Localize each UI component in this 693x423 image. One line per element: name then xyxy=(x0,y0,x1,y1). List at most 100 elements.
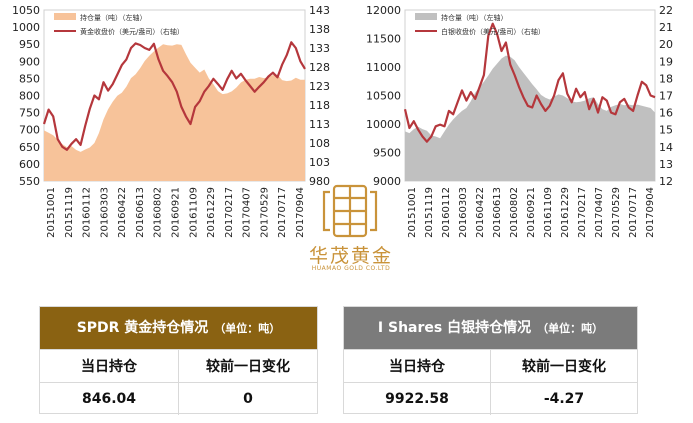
x-tick-label: 20160613 xyxy=(135,187,146,238)
legend-label: 白银收盘价（美元/盎司）（右轴） xyxy=(441,27,545,36)
x-tick-label: 20170217 xyxy=(577,187,588,238)
table-row: 当日持仓 较前一日变化 xyxy=(40,349,317,382)
x-tick-label: 20151001 xyxy=(407,187,418,238)
x-tick-label: 20170717 xyxy=(628,187,639,238)
x-tick-label: 20160613 xyxy=(492,187,503,238)
ishares-col-current: 当日持仓 xyxy=(389,359,445,375)
series-line xyxy=(42,41,306,151)
y-right-tick-label: 1230 xyxy=(309,80,330,93)
y-right-tick-label: 22 xyxy=(659,4,673,17)
legend-area-swatch xyxy=(415,13,437,20)
x-tick-label: 20170529 xyxy=(259,187,270,238)
y-right-tick-label: 980 xyxy=(309,175,330,188)
y-left-tick-label: 600 xyxy=(19,158,40,171)
y-right-tick-label: 13 xyxy=(659,158,673,171)
table-row: 9922.58 -4.27 xyxy=(344,382,637,415)
y-right-tick-label: 1380 xyxy=(309,23,330,36)
y-right-tick-label: 19 xyxy=(659,55,673,68)
logo-name: 华茂黄金 xyxy=(308,245,393,267)
y-left-tick-label: 9500 xyxy=(373,147,401,160)
y-right-tick-label: 1430 xyxy=(309,4,330,17)
y-left-tick-label: 850 xyxy=(19,72,40,85)
y-right-tick-label: 16 xyxy=(659,107,673,120)
y-right-tick-label: 1180 xyxy=(309,99,330,112)
x-tick-label: 20160303 xyxy=(99,187,110,238)
ishares-change-value: -4.27 xyxy=(490,383,637,415)
y-right-tick-label: 1130 xyxy=(309,118,330,131)
x-tick-label: 20151119 xyxy=(424,187,435,238)
ishares-table-header: I Shares 白银持仓情况 （单位：吨） xyxy=(344,307,637,349)
series-line xyxy=(403,22,656,143)
y-right-tick-label: 18 xyxy=(659,72,673,85)
y-left-tick-label: 800 xyxy=(19,90,40,103)
x-tick-label: 20170407 xyxy=(242,187,253,238)
x-tick-label: 20170904 xyxy=(295,187,306,238)
legend-label: 黄金收盘价（美元/盎司）（右轴） xyxy=(80,27,184,36)
spdr-table-title: SPDR 黄金持仓情况 xyxy=(76,320,209,336)
y-left-tick-label: 1000 xyxy=(12,21,40,34)
spdr-col-current: 当日持仓 xyxy=(81,359,137,375)
spdr-table-header: SPDR 黄金持仓情况 （单位：吨） xyxy=(40,307,317,349)
x-tick-label: 20170529 xyxy=(611,187,622,238)
y-right-tick-label: 15 xyxy=(659,124,673,137)
logo-subtitle: HUAMAO GOLD CO.LTD xyxy=(311,265,391,272)
y-left-tick-label: 700 xyxy=(19,124,40,137)
table-row: 当日持仓 较前一日变化 xyxy=(344,349,637,382)
x-tick-label: 20151119 xyxy=(64,187,75,238)
ishares-table-title: I Shares 白银持仓情况 xyxy=(377,320,532,336)
y-right-tick-label: 1280 xyxy=(309,61,330,74)
y-left-tick-label: 10000 xyxy=(366,118,401,131)
y-right-tick-label: 17 xyxy=(659,90,673,103)
x-tick-label: 20170717 xyxy=(277,187,288,238)
x-tick-label: 20160422 xyxy=(475,187,486,238)
x-tick-label: 20161229 xyxy=(560,187,571,238)
y-right-tick-label: 20 xyxy=(659,38,673,51)
gold-holdings-chart: 1050 1000 950 900 850 800 750 700 650 600 550 1430 1… xyxy=(12,4,330,238)
series-area xyxy=(44,44,305,182)
x-tick-label: 20161109 xyxy=(188,187,199,238)
y-left-tick-label: 650 xyxy=(19,141,40,154)
ishares-current-value: 9922.58 xyxy=(385,391,449,407)
x-tick-label: 20170217 xyxy=(224,187,235,238)
ishares-col-change: 较前一日变化 xyxy=(490,350,637,382)
legend-label: 持仓量（吨）（左轴） xyxy=(441,13,508,22)
ishares-holdings-table: I Shares 白银持仓情况 （单位：吨） 当日持仓 较前一日变化 9922.5… xyxy=(343,306,638,415)
x-tick-label: 20160422 xyxy=(117,187,128,238)
y-left-tick-label: 550 xyxy=(19,175,40,188)
y-left-tick-label: 11500 xyxy=(366,33,401,46)
ishares-table-unit: （单位：吨） xyxy=(537,322,604,335)
y-left-tick-label: 750 xyxy=(19,107,40,120)
x-tick-label: 20170407 xyxy=(594,187,605,238)
y-right-tick-label: 1030 xyxy=(309,156,330,169)
x-tick-label: 20160802 xyxy=(509,187,520,238)
y-left-tick-label: 11000 xyxy=(366,61,401,74)
x-tick-label: 20170904 xyxy=(645,187,656,238)
spdr-table-unit: （单位：吨） xyxy=(214,322,281,335)
spdr-current-value: 846.04 xyxy=(81,391,137,407)
spdr-holdings-table: SPDR 黄金持仓情况 （单位：吨） 当日持仓 较前一日变化 846.04 0 xyxy=(39,306,318,415)
spdr-change-value: 0 xyxy=(178,383,317,415)
legend-area-swatch xyxy=(54,13,76,20)
table-row: 846.04 0 xyxy=(40,382,317,415)
y-right-tick-label: 21 xyxy=(659,21,673,34)
y-left-tick-label: 1050 xyxy=(12,4,40,17)
huamao-logo-icon xyxy=(322,184,378,238)
x-tick-label: 20151001 xyxy=(46,187,57,238)
silver-holdings-chart: 1200011500110001050010000950090002221201… xyxy=(366,4,673,238)
x-tick-label: 20160112 xyxy=(441,187,452,238)
series-area xyxy=(405,55,655,181)
x-tick-label: 20160303 xyxy=(458,187,469,238)
y-right-tick-label: 1330 xyxy=(309,42,330,55)
x-tick-label: 20160802 xyxy=(153,187,164,238)
y-right-tick-label: 1080 xyxy=(309,137,330,150)
x-tick-label: 20160921 xyxy=(171,187,182,238)
x-tick-label: 20160921 xyxy=(526,187,537,238)
y-left-tick-label: 10500 xyxy=(366,90,401,103)
x-tick-label: 20160112 xyxy=(82,187,93,238)
x-tick-label: 20161109 xyxy=(543,187,554,238)
legend-label: 持仓量（吨）（左轴） xyxy=(80,13,147,22)
x-tick-label: 20161229 xyxy=(206,187,217,238)
y-right-tick-label: 14 xyxy=(659,141,673,154)
y-left-tick-label: 900 xyxy=(19,55,40,68)
y-left-tick-label: 12000 xyxy=(366,4,401,17)
